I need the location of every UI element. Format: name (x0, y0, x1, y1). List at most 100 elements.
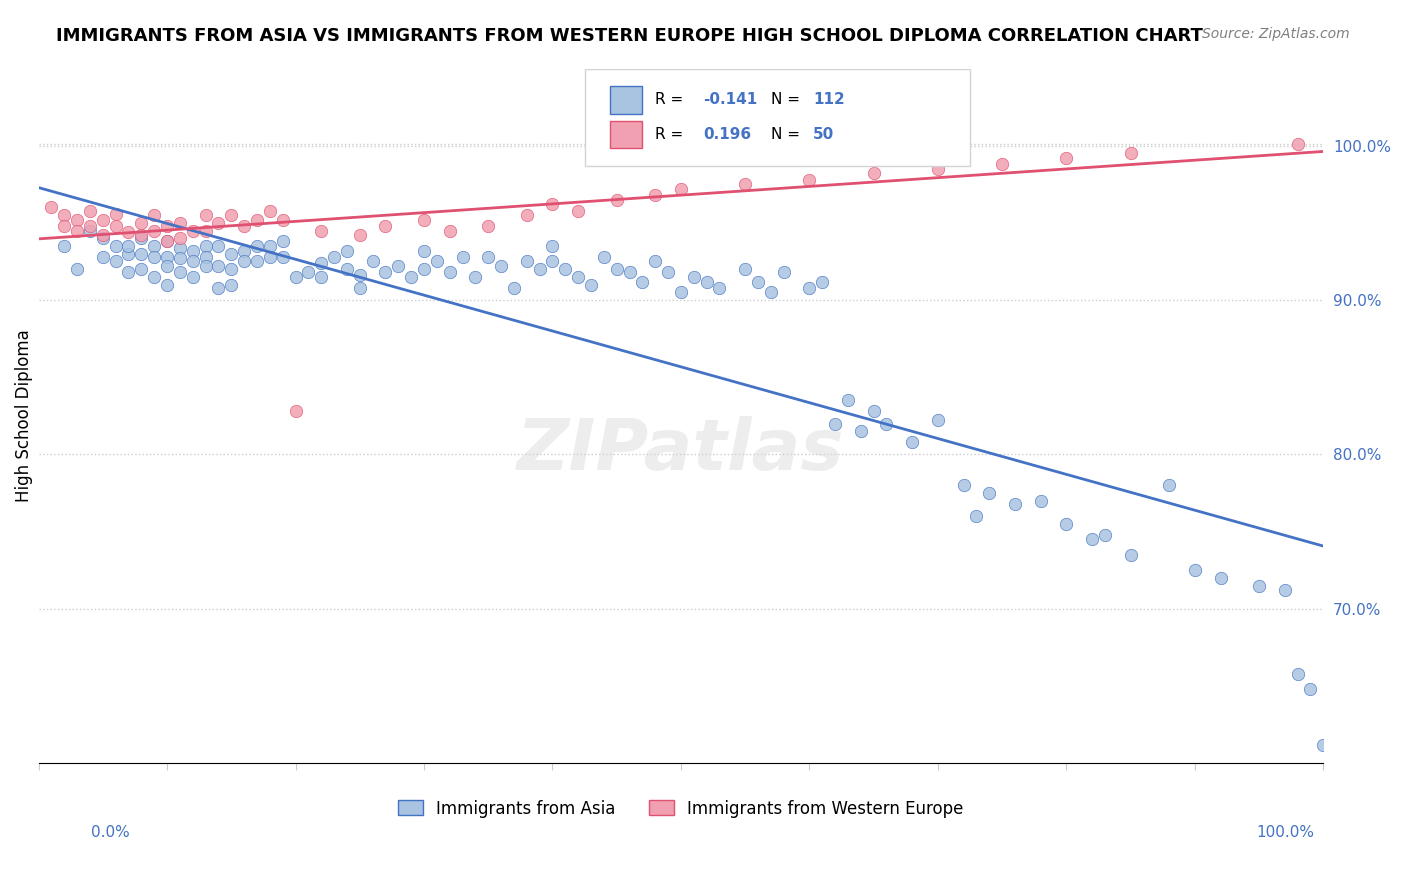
Point (1054, 516, 1077, 531)
Point (734, 262, 756, 277)
FancyBboxPatch shape (585, 69, 970, 166)
Text: 0.196: 0.196 (703, 127, 751, 142)
Point (901, 435, 924, 450)
Point (156, 250, 179, 264)
Point (1029, 493, 1052, 508)
Point (759, 285, 782, 300)
Y-axis label: High School Diploma: High School Diploma (15, 329, 32, 502)
Text: ZIPatlas: ZIPatlas (517, 416, 845, 485)
Point (297, 265, 319, 279)
Point (207, 239, 229, 253)
Point (181, 254, 204, 268)
Point (131, 228, 153, 243)
Text: 50: 50 (813, 127, 835, 142)
Point (799, 172, 821, 186)
Point (734, 178, 756, 192)
Point (41, 201, 63, 215)
Point (131, 262, 153, 277)
Point (1274, 583, 1296, 598)
Point (309, 256, 332, 270)
Point (143, 208, 166, 222)
Point (875, 417, 897, 431)
Point (66, 212, 89, 227)
Point (91, 231, 114, 245)
Point (219, 208, 242, 222)
Point (194, 208, 217, 222)
Text: R =: R = (655, 127, 693, 142)
Point (799, 281, 821, 295)
Point (53, 239, 76, 253)
Point (696, 275, 718, 289)
Point (66, 224, 89, 238)
Point (439, 265, 461, 279)
Point (489, 259, 512, 273)
Point (349, 268, 371, 283)
Text: R =: R = (655, 92, 689, 107)
Point (259, 203, 281, 218)
Point (606, 193, 628, 207)
Point (79, 224, 101, 238)
Point (439, 224, 461, 238)
Point (824, 417, 846, 431)
Point (1004, 497, 1026, 511)
Point (156, 219, 179, 233)
Point (979, 486, 1001, 500)
Point (579, 277, 602, 292)
Point (952, 478, 974, 492)
Point (156, 235, 179, 249)
Point (849, 424, 872, 438)
Point (156, 259, 179, 273)
Point (503, 281, 526, 295)
Point (104, 219, 127, 233)
Point (991, 157, 1014, 171)
Point (181, 224, 204, 238)
Point (207, 259, 229, 273)
Point (91, 212, 114, 227)
Point (233, 244, 256, 258)
Point (143, 239, 166, 253)
Point (657, 265, 679, 279)
Point (131, 246, 153, 260)
Point (965, 509, 987, 524)
Point (219, 246, 242, 260)
Point (207, 281, 229, 295)
Point (669, 285, 692, 300)
Point (309, 224, 332, 238)
Point (284, 269, 307, 284)
Legend: Immigrants from Asia, Immigrants from Western Europe: Immigrants from Asia, Immigrants from We… (391, 793, 970, 824)
Point (143, 250, 166, 264)
Point (516, 208, 538, 222)
Point (169, 265, 191, 279)
Point (194, 259, 217, 273)
Point (91, 228, 114, 243)
Point (554, 262, 576, 277)
Point (1286, 137, 1309, 152)
Point (837, 393, 859, 408)
Point (1119, 146, 1142, 161)
Point (413, 262, 436, 277)
Point (1054, 151, 1077, 165)
Point (644, 254, 666, 268)
Point (619, 265, 641, 279)
Point (169, 241, 191, 255)
Text: -0.141: -0.141 (703, 92, 756, 107)
Point (567, 203, 589, 218)
FancyBboxPatch shape (610, 86, 643, 113)
Point (336, 262, 359, 277)
Text: 112: 112 (813, 92, 845, 107)
Point (259, 239, 281, 253)
Text: IMMIGRANTS FROM ASIA VS IMMIGRANTS FROM WESTERN EUROPE HIGH SCHOOL DIPLOMA CORRE: IMMIGRANTS FROM ASIA VS IMMIGRANTS FROM … (56, 27, 1204, 45)
Point (104, 254, 127, 268)
Point (219, 277, 242, 292)
Point (219, 262, 242, 277)
Point (567, 269, 589, 284)
Point (323, 250, 346, 264)
Point (631, 275, 654, 289)
Point (271, 212, 294, 227)
Point (862, 166, 884, 180)
Point (413, 244, 436, 258)
Point (143, 224, 166, 238)
Point (374, 265, 396, 279)
Point (426, 254, 449, 268)
Point (284, 404, 307, 418)
